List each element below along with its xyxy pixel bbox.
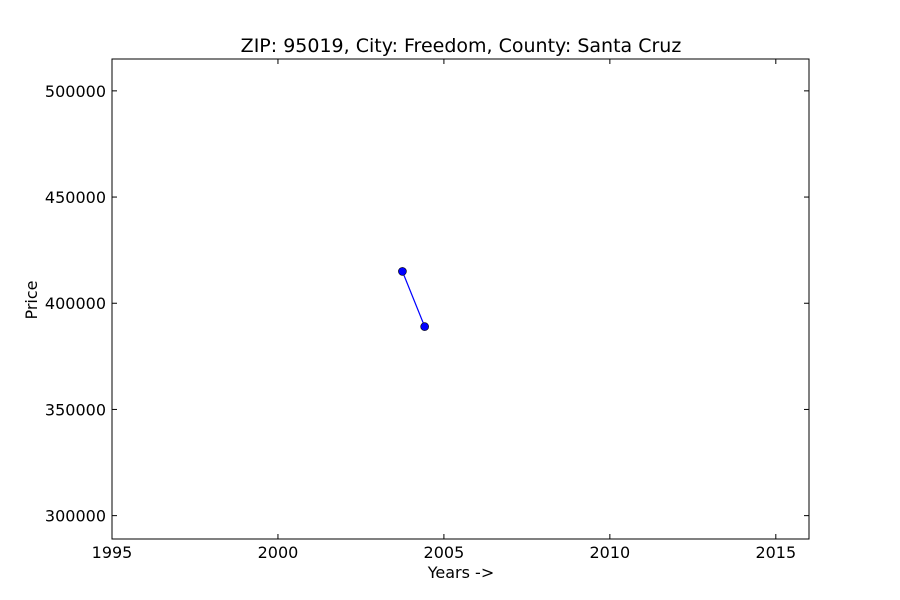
plot-area: 1995 2000 2005 2010 2015 300000 350000 400000 45… <box>45 58 810 562</box>
chart-title: ZIP: 95019, City: Freedom, County: Santa… <box>241 35 682 57</box>
y-axis-label: Price <box>22 280 41 319</box>
y-tick-label: 300000 <box>45 507 106 526</box>
series-line <box>401 271 426 327</box>
y-tick-label: 450000 <box>45 188 106 207</box>
x-tick-label: 2000 <box>258 543 299 562</box>
plot-frame <box>111 58 810 540</box>
x-tick-label: 2015 <box>755 543 796 562</box>
x-tick-label: 2010 <box>589 543 630 562</box>
data-point <box>420 322 429 331</box>
y-tick-label: 500000 <box>45 82 106 101</box>
x-tick-label: 2005 <box>424 543 465 562</box>
data-point <box>398 267 407 276</box>
x-tick-label: 1995 <box>92 543 133 562</box>
y-tick-label: 350000 <box>45 400 106 419</box>
y-tick-label: 400000 <box>45 294 106 313</box>
x-axis-label: Years -> <box>427 563 494 582</box>
